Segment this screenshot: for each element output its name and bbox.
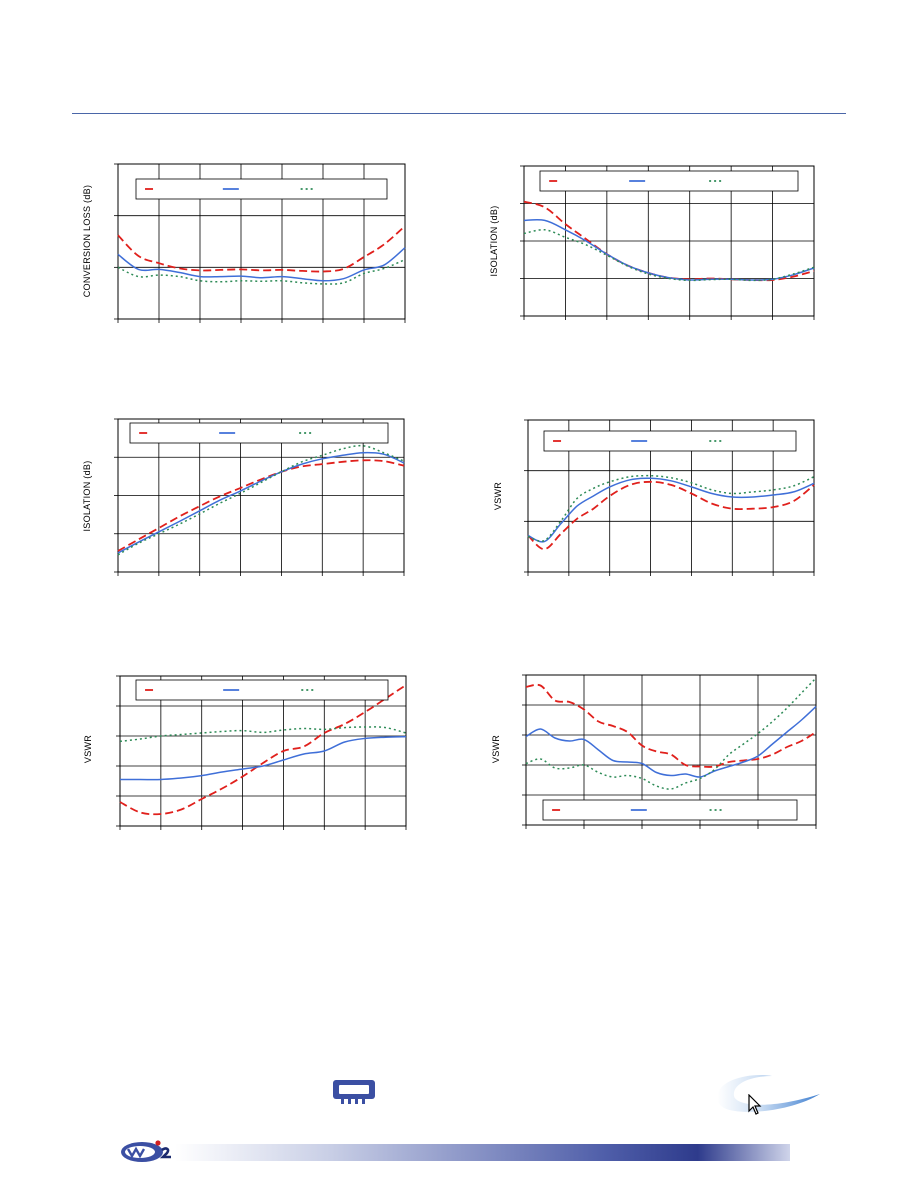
plot-area: [114, 418, 405, 576]
legend: [129, 422, 389, 444]
series-line-1: [117, 225, 406, 273]
plot-frame: [525, 674, 817, 826]
plot-frame: [117, 418, 405, 573]
series-line-2: [117, 451, 405, 554]
plot-frame: [523, 165, 815, 317]
series-line-3: [117, 258, 406, 285]
legend: [543, 430, 797, 452]
plot-area: [522, 674, 817, 829]
plot-area: [524, 419, 815, 576]
series-line-3: [523, 228, 815, 282]
series-line-1: [527, 480, 815, 551]
series-line-3: [117, 444, 405, 556]
series-line-2: [527, 477, 815, 543]
series-line-1: [117, 459, 405, 552]
ylabel-isolation-top-right: ISOLATION (dB): [489, 205, 499, 277]
series-line-2: [117, 247, 406, 282]
legend: [135, 679, 389, 701]
legend-box: [539, 170, 799, 192]
footer-gradient-band: [175, 1144, 790, 1161]
legend-box: [129, 422, 389, 444]
plot-frame: [117, 163, 406, 320]
series-line-3: [119, 726, 407, 743]
series-line-1: [525, 683, 817, 768]
swoosh-logo-icon: [717, 1074, 820, 1112]
header-rule: [72, 113, 846, 114]
ylabel-vswr-bottom-left: VSWR: [83, 734, 93, 764]
chip-package-icon: [333, 1080, 375, 1104]
ylabel-isolation-mid-left: ISOLATION (dB): [82, 460, 92, 532]
legend-box: [542, 799, 798, 821]
plot-frame: [119, 675, 407, 827]
company-logo-icon: [121, 1140, 171, 1162]
legend: [135, 178, 388, 200]
legend-box: [135, 679, 389, 701]
legend: [539, 170, 799, 192]
legend: [542, 799, 798, 821]
plot-frame: [527, 419, 815, 573]
legend-box: [135, 178, 388, 200]
mouse-cursor-icon: [748, 1094, 762, 1115]
ylabel-vswr-bottom-right: VSWR: [491, 734, 501, 764]
legend-box: [543, 430, 797, 452]
ylabel-vswr-mid-right: VSWR: [493, 481, 503, 511]
series-line-3: [525, 677, 817, 790]
series-line-2: [119, 735, 407, 781]
plot-area: [116, 675, 407, 830]
series-line-1: [119, 684, 407, 816]
series-line-2: [525, 705, 817, 778]
ylabel-conversion-loss: CONVERSION LOSS (dB): [82, 184, 92, 298]
